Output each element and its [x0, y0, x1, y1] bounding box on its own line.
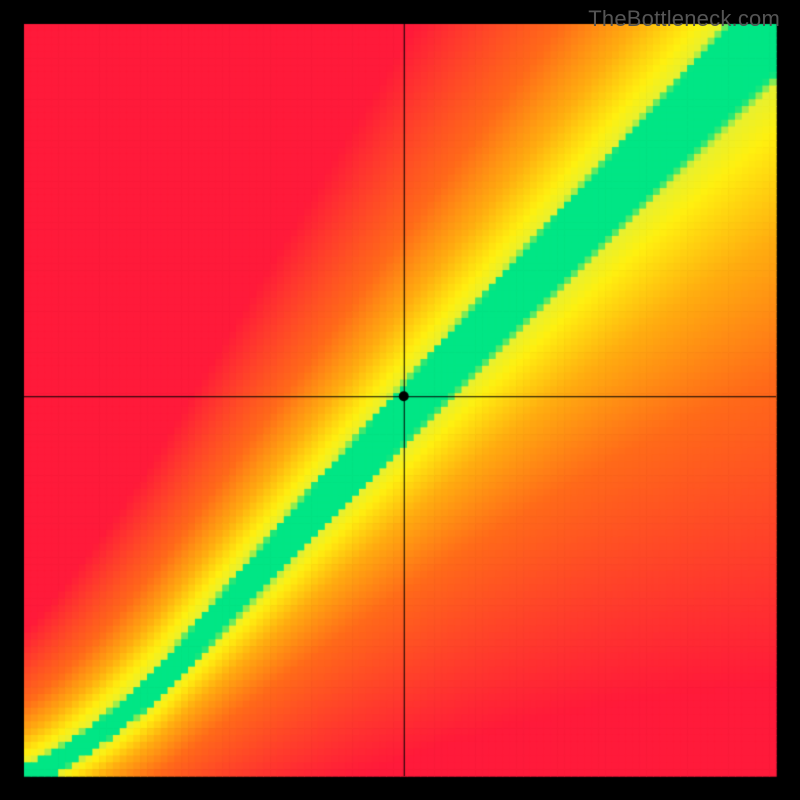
bottleneck-heatmap: [0, 0, 800, 800]
watermark-text: TheBottleneck.com: [588, 6, 780, 32]
